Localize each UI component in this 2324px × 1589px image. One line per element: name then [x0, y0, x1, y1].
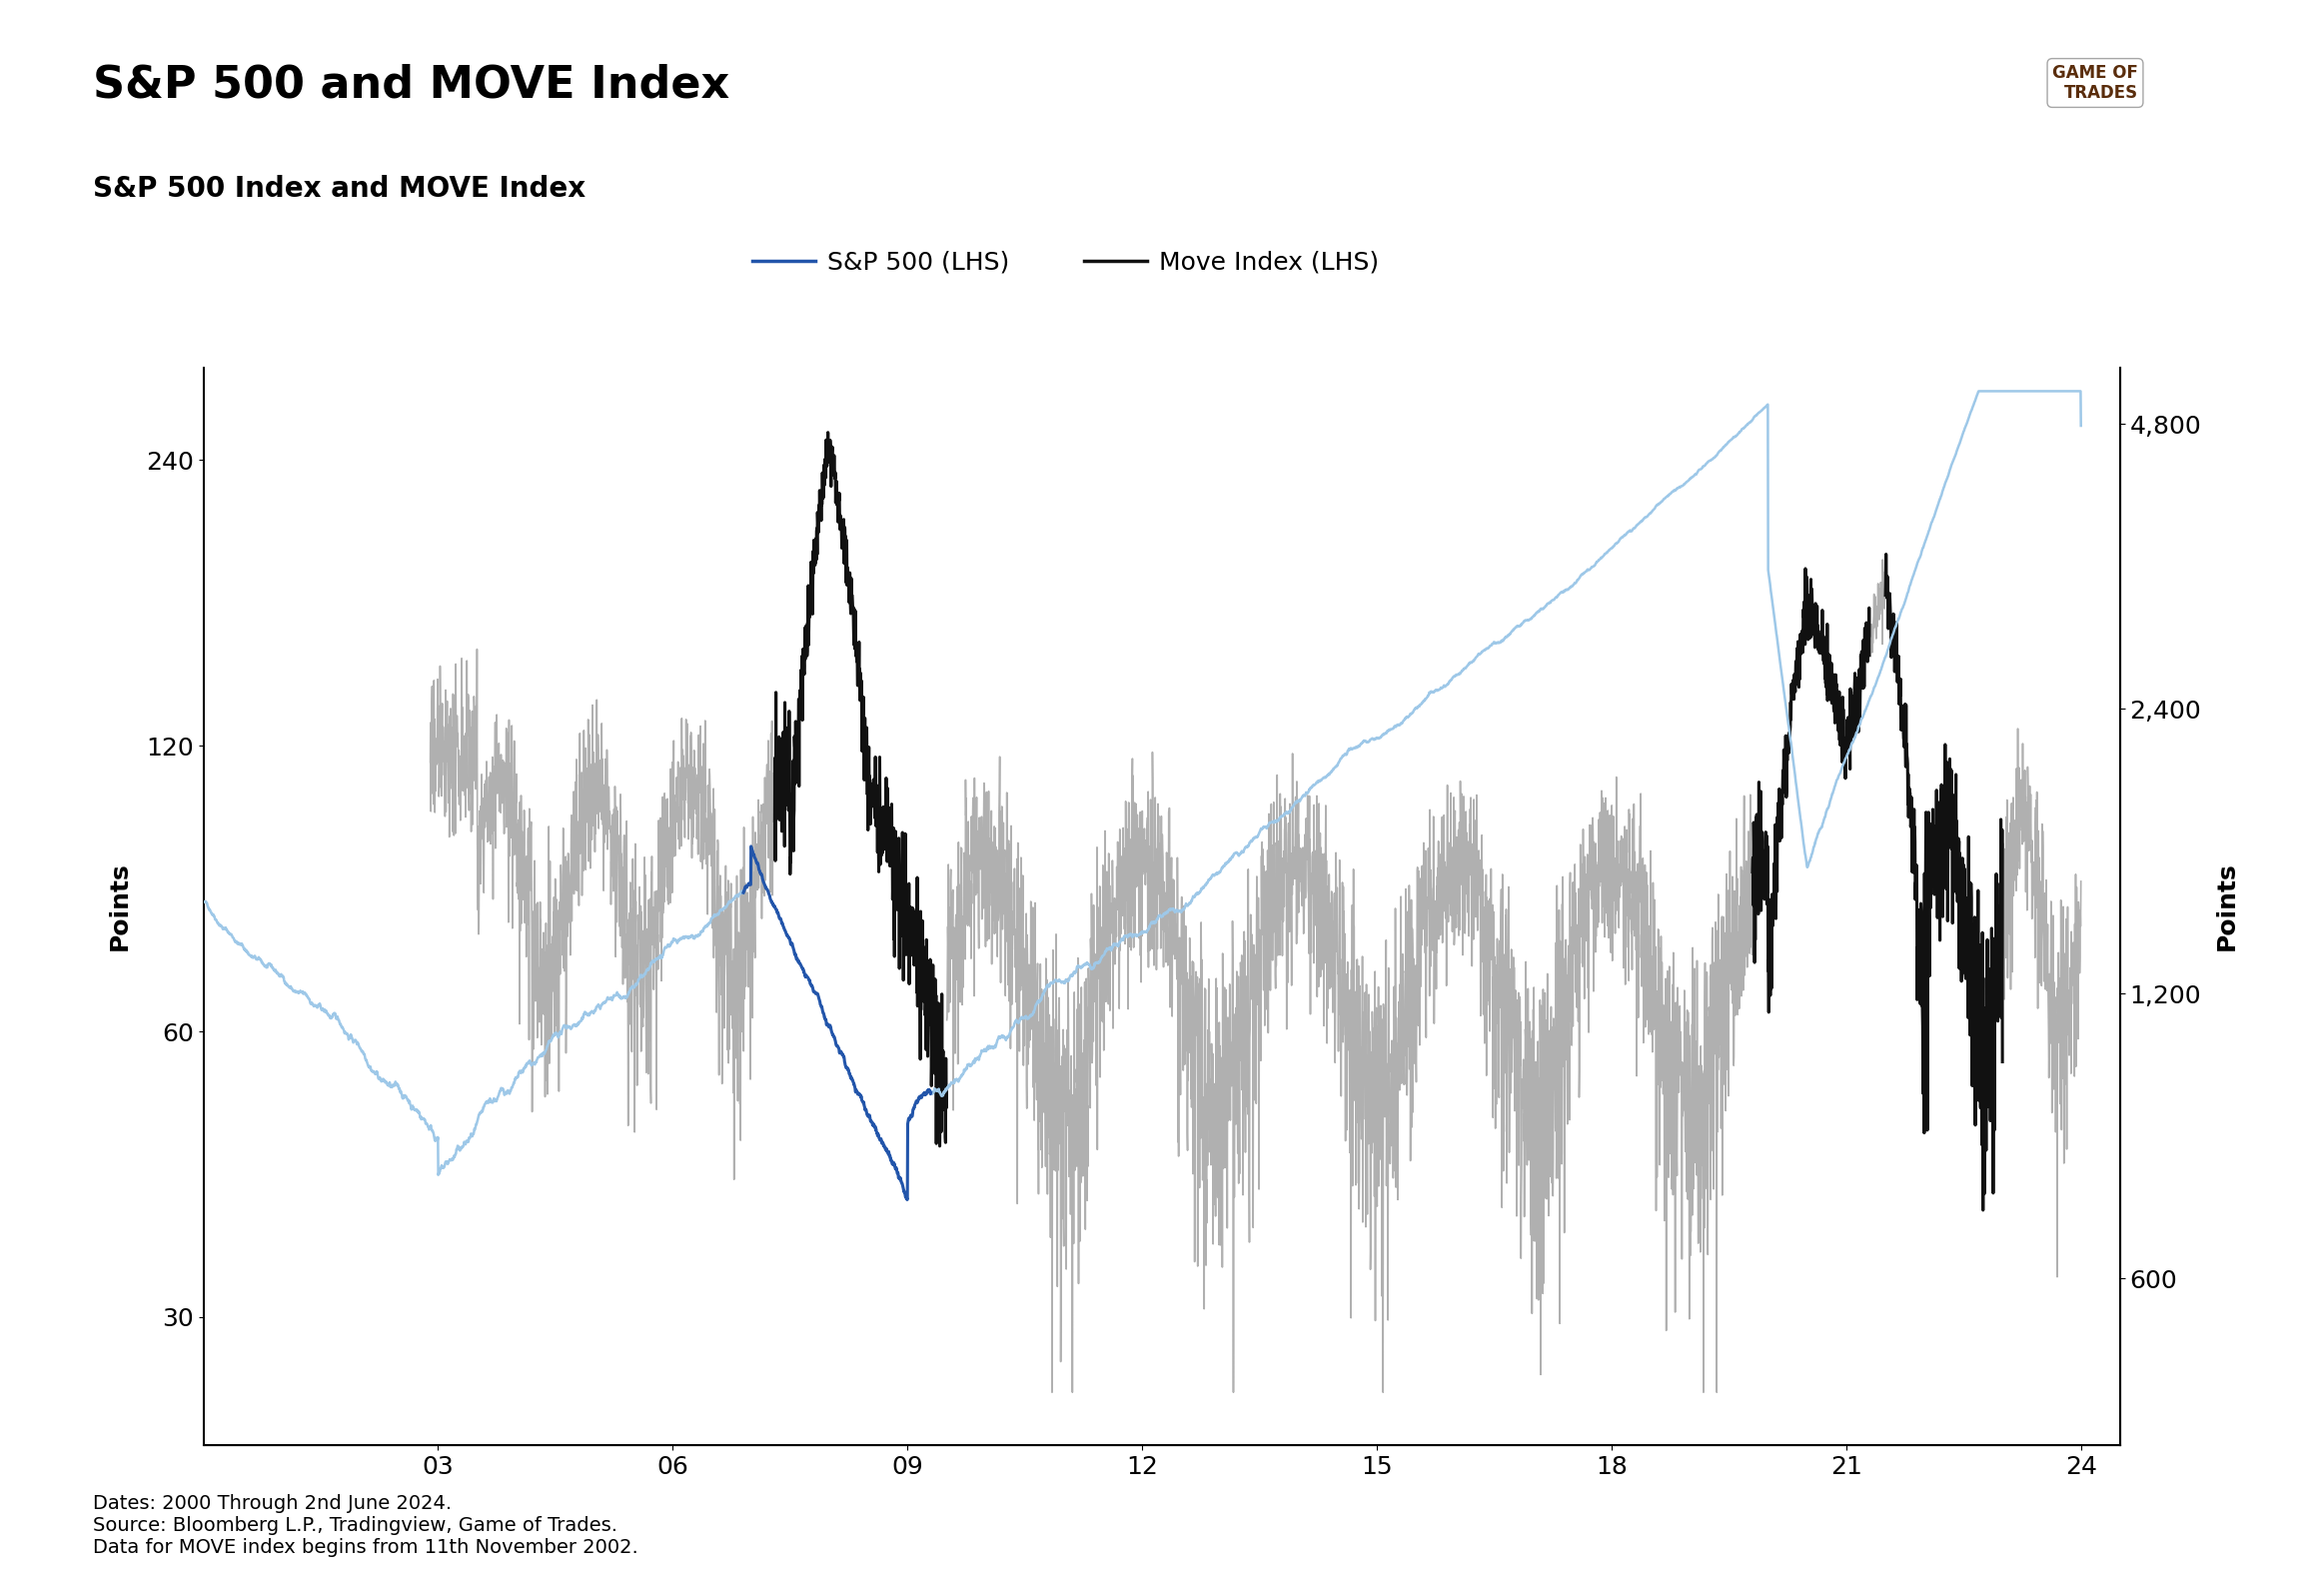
Legend: S&P 500 (LHS), Move Index (LHS): S&P 500 (LHS), Move Index (LHS): [741, 240, 1390, 284]
Y-axis label: Points: Points: [107, 863, 132, 950]
Y-axis label: Points: Points: [2215, 863, 2240, 950]
Text: S&P 500 Index and MOVE Index: S&P 500 Index and MOVE Index: [93, 175, 586, 203]
Text: Dates: 2000 Through 2nd June 2024.
Source: Bloomberg L.P., Tradingview, Game of : Dates: 2000 Through 2nd June 2024. Sourc…: [93, 1494, 639, 1557]
Text: S&P 500 and MOVE Index: S&P 500 and MOVE Index: [93, 64, 730, 106]
Text: GAME OF
TRADES: GAME OF TRADES: [2052, 64, 2138, 102]
